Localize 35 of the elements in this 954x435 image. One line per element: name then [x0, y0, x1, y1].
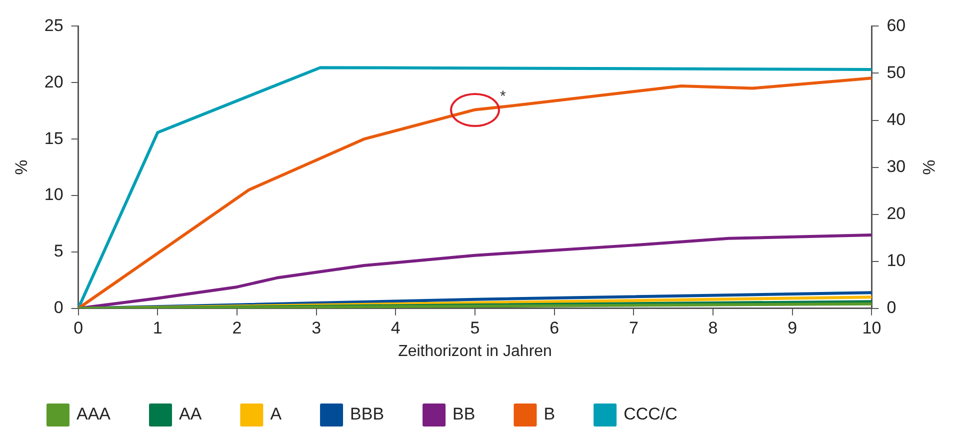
legend-label: BBB — [350, 404, 384, 424]
x-tick-label: 10 — [862, 318, 882, 338]
x-tick-label: 4 — [390, 318, 400, 338]
x-tick-label: 0 — [74, 318, 84, 338]
y-tick-label: 0 — [54, 298, 64, 318]
x-tick-label: 5 — [470, 318, 480, 338]
x-tick-label: 7 — [628, 318, 638, 338]
y2-tick-label: 20 — [886, 204, 906, 224]
x-tick-label: 3 — [312, 318, 322, 338]
legend-label: CCC/C — [624, 404, 678, 424]
y-tick-label: 20 — [44, 72, 64, 92]
y-axis-title: % — [12, 160, 31, 175]
legend-label: B — [544, 404, 556, 424]
x-tick-label: 1 — [152, 318, 162, 338]
y-tick-label: 5 — [54, 242, 64, 261]
y-tick-label: 15 — [44, 128, 64, 148]
y2-tick-label: 0 — [886, 298, 896, 318]
x-tick-label: 6 — [550, 318, 560, 338]
y2-tick-label: 40 — [886, 110, 906, 129]
y2-tick-label: 30 — [886, 156, 906, 176]
x-tick-label: 9 — [788, 318, 798, 338]
legend-label: AAA — [76, 404, 112, 424]
y2-tick-label: 10 — [886, 251, 906, 270]
y2-tick-label: 50 — [886, 62, 906, 82]
legend-label: AA — [179, 404, 202, 424]
y2-axis-title: % — [919, 160, 938, 175]
annotation: * — [500, 88, 506, 105]
legend-label: BB — [452, 404, 476, 424]
y2-tick-label: 60 — [886, 16, 906, 35]
x-axis-title: Zeithorizont in Jahren — [398, 342, 552, 360]
y-tick-label: 10 — [44, 185, 64, 204]
x-tick-label: 2 — [232, 318, 242, 338]
y-tick-label: 25 — [44, 16, 64, 35]
x-tick-label: 8 — [708, 318, 718, 338]
legend-label: A — [270, 404, 282, 424]
